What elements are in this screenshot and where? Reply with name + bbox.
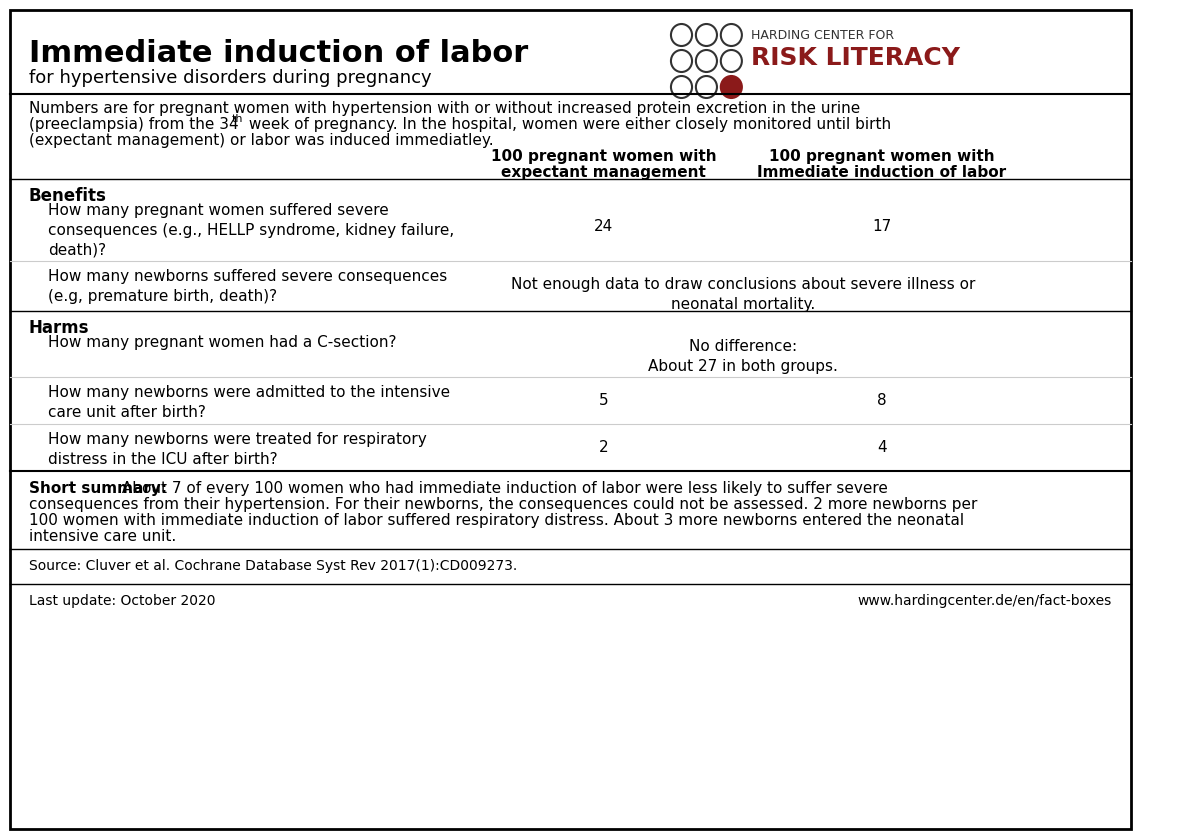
Text: About 7 of every 100 women who had immediate induction of labor were less likely: About 7 of every 100 women who had immed…	[117, 481, 888, 496]
Text: Immediate induction of labor: Immediate induction of labor	[29, 39, 528, 68]
Text: 24: 24	[594, 219, 614, 234]
Text: HARDING CENTER FOR: HARDING CENTER FOR	[751, 29, 894, 42]
Text: (expectant management) or labor was induced immediatley.: (expectant management) or labor was indu…	[29, 133, 494, 148]
Text: 5: 5	[599, 393, 608, 408]
Text: www.hardingcenter.de/en/fact-boxes: www.hardingcenter.de/en/fact-boxes	[858, 594, 1111, 608]
Text: No difference:
About 27 in both groups.: No difference: About 27 in both groups.	[647, 339, 838, 374]
Text: 2: 2	[599, 440, 608, 455]
Text: 4: 4	[877, 440, 887, 455]
Text: Benefits: Benefits	[29, 187, 107, 205]
Text: week of pregnancy. In the hospital, women were either closely monitored until bi: week of pregnancy. In the hospital, wome…	[244, 117, 891, 132]
Text: intensive care unit.: intensive care unit.	[29, 529, 176, 544]
Text: 100 pregnant women with: 100 pregnant women with	[491, 149, 716, 164]
Circle shape	[721, 76, 741, 98]
Text: How many newborns suffered severe consequences
(e.g, premature birth, death)?: How many newborns suffered severe conseq…	[48, 269, 447, 304]
Text: expectant management: expectant management	[501, 165, 707, 180]
Text: Source: Cluver et al. Cochrane Database Syst Rev 2017(1):CD009273.: Source: Cluver et al. Cochrane Database …	[29, 559, 516, 573]
FancyBboxPatch shape	[10, 10, 1130, 829]
Text: th: th	[232, 114, 244, 124]
Text: How many pregnant women had a C-section?: How many pregnant women had a C-section?	[48, 335, 396, 350]
Text: Harms: Harms	[29, 319, 89, 337]
Text: for hypertensive disorders during pregnancy: for hypertensive disorders during pregna…	[29, 69, 432, 87]
Text: 8: 8	[877, 393, 887, 408]
Text: Numbers are for pregnant women with hypertension with or without increased prote: Numbers are for pregnant women with hype…	[29, 101, 860, 116]
Text: Last update: October 2020: Last update: October 2020	[29, 594, 215, 608]
Text: Immediate induction of labor: Immediate induction of labor	[757, 165, 1007, 180]
Text: RISK LITERACY: RISK LITERACY	[751, 46, 959, 70]
Text: (preeclampsia) from the 34: (preeclampsia) from the 34	[29, 117, 238, 132]
Text: consequences from their hypertension. For their newborns, the consequences could: consequences from their hypertension. Fo…	[29, 497, 977, 512]
Text: How many newborns were admitted to the intensive
care unit after birth?: How many newborns were admitted to the i…	[48, 385, 450, 420]
Text: 100 pregnant women with: 100 pregnant women with	[769, 149, 995, 164]
Text: Short summary:: Short summary:	[29, 481, 167, 496]
Text: How many pregnant women suffered severe
consequences (e.g., HELLP syndrome, kidn: How many pregnant women suffered severe …	[48, 203, 455, 258]
Text: 100 women with immediate induction of labor suffered respiratory distress. About: 100 women with immediate induction of la…	[29, 513, 964, 528]
Text: Not enough data to draw conclusions about severe illness or
neonatal mortality.: Not enough data to draw conclusions abou…	[511, 277, 975, 312]
Text: 17: 17	[872, 219, 891, 234]
Text: How many newborns were treated for respiratory
distress in the ICU after birth?: How many newborns were treated for respi…	[48, 432, 427, 466]
